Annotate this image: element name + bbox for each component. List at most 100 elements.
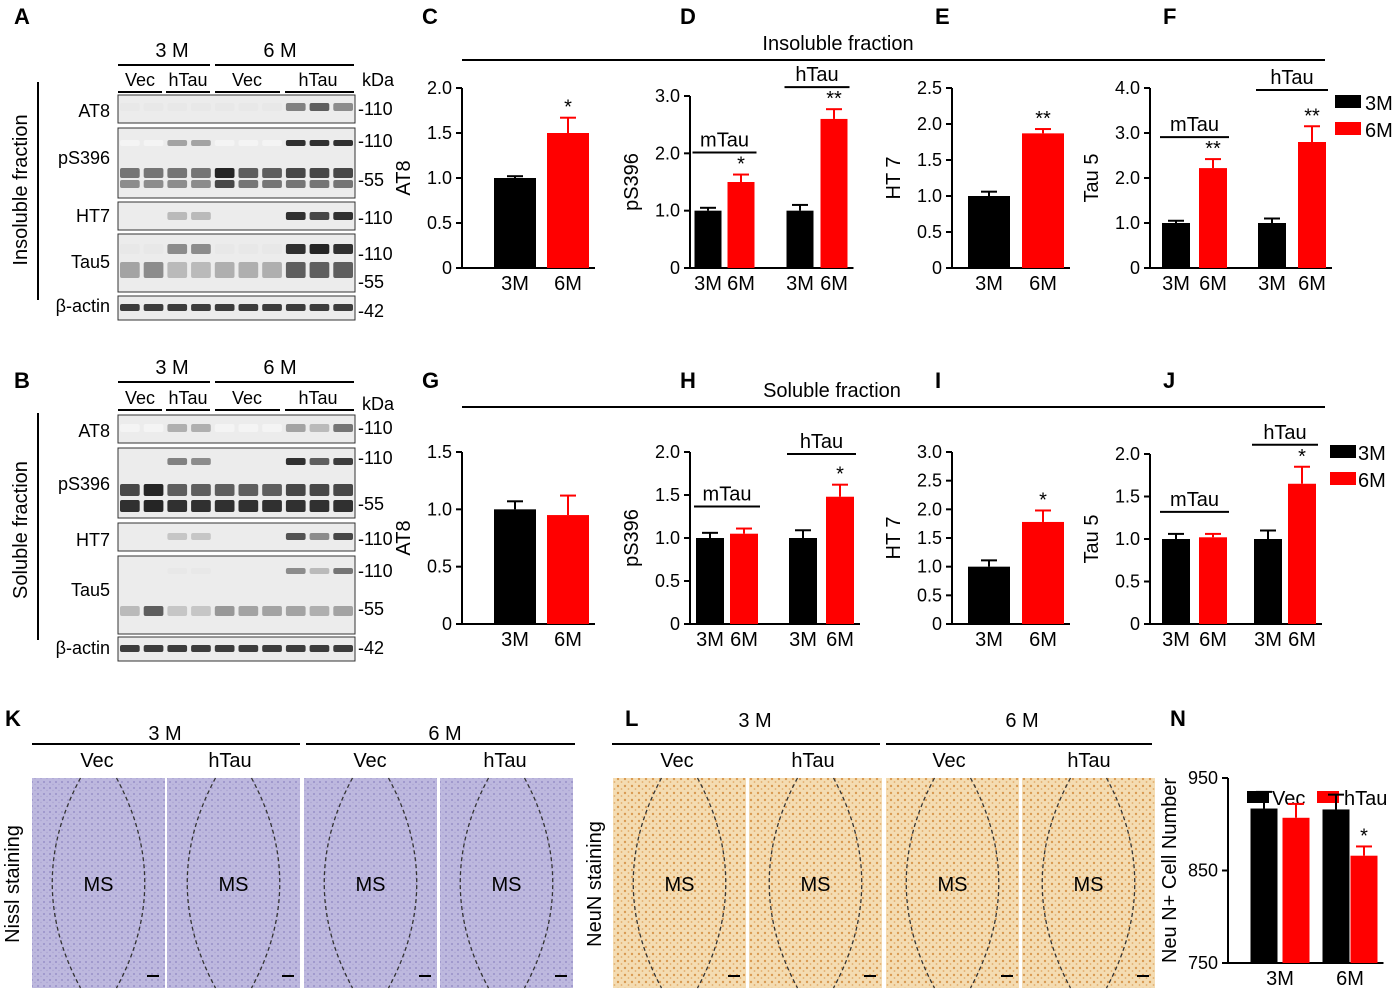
blot-band xyxy=(120,484,140,496)
legend-label-3m: 3M xyxy=(1365,93,1393,115)
x-tick-label: 3M xyxy=(1258,273,1286,295)
blot-band xyxy=(309,606,330,616)
blot-band xyxy=(191,424,211,432)
bar xyxy=(968,196,1010,268)
blot-band xyxy=(167,262,188,278)
blot-band xyxy=(285,262,306,278)
blot-a-mark: -55 xyxy=(358,170,384,190)
blot-band xyxy=(120,140,140,146)
blot-band xyxy=(120,262,140,278)
legend-label-htau: hTau xyxy=(1344,788,1387,810)
blot-band xyxy=(238,140,259,146)
blot-band xyxy=(333,244,353,254)
y-axis-label: HT 7 xyxy=(883,157,905,200)
legend-label-6m: 6M xyxy=(1365,120,1393,142)
panel-label-l: L xyxy=(625,706,638,731)
y-tick-label: 0 xyxy=(1130,614,1140,634)
blot-band xyxy=(238,244,259,254)
blot-band xyxy=(333,262,353,278)
blot-b-cond-vec-6m: Vec xyxy=(232,388,262,408)
blot-b-row-at8: AT8 xyxy=(78,421,110,441)
x-tick-label: 3M xyxy=(694,273,722,295)
blot-band xyxy=(333,484,353,496)
blot-band xyxy=(191,244,211,254)
blot-band xyxy=(120,606,140,616)
bar xyxy=(1350,855,1378,963)
y-tick-label: 1.0 xyxy=(917,557,942,577)
blot-a-mark: -110 xyxy=(358,99,393,119)
blot-band xyxy=(309,103,330,111)
ms-boundary xyxy=(523,777,554,989)
blot-band xyxy=(333,500,353,512)
blot-band xyxy=(167,140,188,146)
blot-band xyxy=(120,500,140,512)
blot-band xyxy=(309,424,330,432)
significance-mark: * xyxy=(1039,489,1047,511)
ms-region-label: MS xyxy=(665,874,695,896)
blot-band xyxy=(333,458,353,465)
chart-e: 0 0.5 1.0 1.5 2.0 2.5 HT 7 ** 3M 6M xyxy=(883,78,1070,295)
ms-boundary xyxy=(51,777,82,989)
y-tick-label: 0 xyxy=(932,614,942,634)
blot-band xyxy=(333,533,353,540)
bar xyxy=(727,182,755,268)
y-tick-label: 2.0 xyxy=(1115,444,1140,464)
blot-band xyxy=(167,424,188,432)
blot-band xyxy=(214,484,235,496)
blot-band xyxy=(214,606,235,616)
y-tick-label: 1.0 xyxy=(1115,529,1140,549)
blot-band xyxy=(167,500,188,512)
blot-band xyxy=(167,606,188,616)
tissue-image: MS xyxy=(749,777,882,989)
legend-swatch-3m xyxy=(1330,445,1356,458)
hist-l-cond: hTau xyxy=(791,750,834,772)
legend-swatch-6m xyxy=(1330,472,1356,485)
y-axis-label: AT8 xyxy=(393,520,415,555)
tissue-section xyxy=(304,778,437,988)
x-tick-label: 6M xyxy=(1288,629,1316,651)
blot-band xyxy=(285,244,306,254)
y-tick-label: 0 xyxy=(670,258,680,278)
blot-band xyxy=(262,500,282,512)
y-tick-label: 0.5 xyxy=(917,222,942,242)
panel-label-f: F xyxy=(1163,4,1176,29)
blot-band xyxy=(309,500,330,512)
hist-l-group-3m: 3 M xyxy=(738,710,771,732)
blot-band xyxy=(309,262,330,278)
group-label: hTau xyxy=(1270,67,1313,89)
panel-label-d: D xyxy=(680,4,696,29)
y-tick-label: 2.5 xyxy=(917,78,942,98)
blot-band xyxy=(120,645,140,652)
bar xyxy=(1258,223,1286,268)
y-tick-label: 2.0 xyxy=(1115,168,1140,188)
y-tick-label: 2.0 xyxy=(655,143,680,163)
hist-l-group-6m: 6 M xyxy=(1005,710,1038,732)
blot-band xyxy=(309,212,330,220)
blot-band xyxy=(262,140,282,146)
panel-label-n: N xyxy=(1170,706,1186,731)
blot-band xyxy=(143,103,164,111)
tissue-image: MS xyxy=(167,777,300,989)
x-tick-label: 6M xyxy=(1029,273,1057,295)
y-tick-label: 0 xyxy=(442,258,452,278)
panel-label-a: A xyxy=(14,4,30,29)
bar xyxy=(1288,483,1316,624)
tissue-section xyxy=(886,778,1019,988)
tissue-section xyxy=(613,778,746,988)
blot-band xyxy=(333,212,353,220)
blot-band xyxy=(333,424,353,432)
blot-band xyxy=(262,180,282,188)
x-tick-label: 3M xyxy=(1162,629,1190,651)
blot-band xyxy=(143,304,164,311)
panel-label-b: B xyxy=(14,368,30,393)
ms-boundary xyxy=(459,777,490,989)
y-tick-label: 2.0 xyxy=(917,114,942,134)
chart-n: 750 850 950 Neu N+ Cell Number * 3M 6M xyxy=(1159,768,1384,990)
blot-band xyxy=(167,168,188,178)
significance-mark: ** xyxy=(1205,138,1221,160)
blot-band xyxy=(191,458,211,465)
bar xyxy=(820,118,848,268)
blot-band xyxy=(285,103,306,111)
blot-band xyxy=(262,424,282,432)
